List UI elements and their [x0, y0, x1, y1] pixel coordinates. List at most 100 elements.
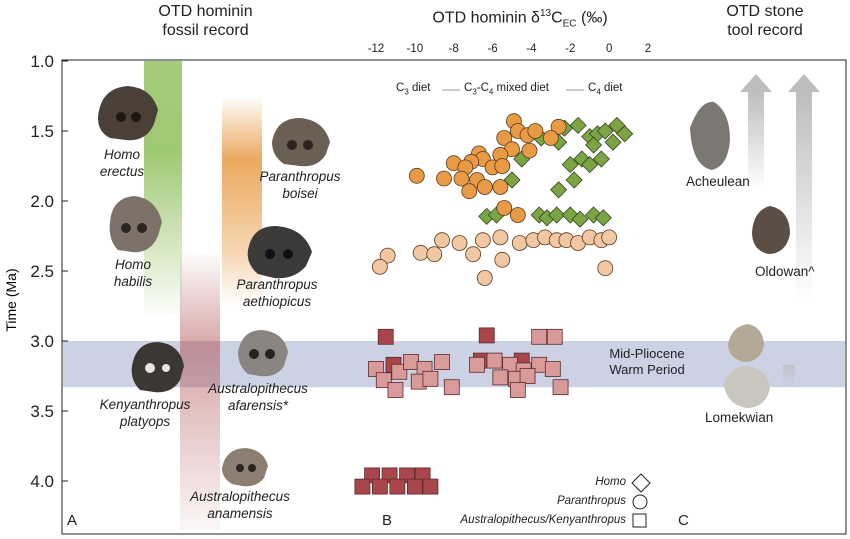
y-tick-label: 1.0 — [30, 52, 54, 71]
taxon-homo-erectus: Homo erectus — [92, 146, 152, 180]
isotope-header-sup: 13 — [539, 8, 552, 19]
x-tick-label: -8 — [449, 43, 459, 55]
x-tick-label: 0 — [606, 43, 612, 55]
point-australopithecus-dark — [478, 327, 495, 344]
y-tick-label: 2.5 — [30, 262, 54, 281]
lomekwian-core-1-icon — [728, 324, 764, 362]
point-australopithecus-light — [519, 368, 536, 384]
isotope-scatter — [354, 113, 634, 495]
point-australopithecus-dark — [389, 478, 406, 495]
taxon-paranthropus-boisei: Paranthropus boisei — [245, 168, 355, 202]
oldowan-arrow-head — [788, 74, 820, 92]
fossil-images — [98, 86, 330, 487]
taxon-range-bars — [144, 61, 262, 530]
warm-period-label-line1: Mid-Pliocene — [609, 346, 685, 361]
y-axis-label: Time (Ma) — [3, 268, 19, 331]
point-australopithecus-light — [387, 382, 404, 398]
point-homo — [561, 156, 579, 174]
point-paranthropus — [453, 170, 470, 187]
diet-mixed-c: C — [464, 82, 473, 94]
taxon-homo-habilis-genus: Homo — [114, 257, 151, 272]
point-australopithecus-light — [509, 382, 526, 398]
point-australopithecus-light — [544, 361, 561, 377]
y-tick-label: 3.5 — [30, 402, 54, 421]
isotope-header-sub: EC — [562, 18, 577, 30]
point-paranthropus — [476, 179, 493, 195]
taxon-homo-habilis-species: habilis — [113, 274, 153, 289]
diet-scale-mixed: C3-C4 mixed diet — [464, 82, 549, 96]
point-australopithecus-light — [486, 352, 503, 369]
point-australopithecus-light — [443, 379, 460, 396]
range-bar-australopithecus — [180, 250, 220, 530]
acheulean-arrow-head — [740, 74, 772, 92]
diet-mixed-sub2: 4 — [488, 87, 494, 97]
taxon-paranthropus-aethiopicus-species: aethiopicus — [242, 294, 312, 309]
diet-mixed-sub1: 3 — [472, 87, 477, 97]
taxon-australopithecus-afarensis-species: afarensis* — [227, 398, 289, 413]
point-homo — [548, 206, 566, 224]
tool-acheulean-label: Acheulean — [686, 174, 750, 189]
point-paranthropus-light — [465, 246, 482, 263]
acheulean-arrow-shaft — [748, 90, 764, 190]
taxon-homo-erectus-genus: Homo — [103, 147, 140, 162]
point-australopithecus-dark — [422, 478, 439, 495]
taxon-australopithecus-anamensis-genus: Australopithecus — [190, 489, 290, 504]
point-paranthropus-light — [494, 251, 511, 268]
point-paranthropus-light — [412, 244, 429, 261]
point-australopithecus-light — [469, 356, 485, 373]
diet-scale-c4: C4 diet — [588, 82, 623, 96]
x-ticks: -12 -10 -8 -6 -4 -2 0 2 — [368, 43, 652, 55]
diet-mixed-tail: mixed diet — [493, 82, 549, 94]
stone-tool-images — [690, 101, 795, 408]
panel-letter-a: A — [67, 512, 78, 529]
point-australopithecus-light — [434, 354, 450, 370]
lomekwian-core-2-icon — [724, 366, 770, 408]
diet-c4-tail: diet — [600, 82, 623, 94]
panel-letter-c: C — [678, 512, 689, 529]
oldowan-arrow-shaft — [796, 90, 812, 300]
point-paranthropus — [496, 130, 513, 146]
fossil-record-header-line2: fossil record — [162, 22, 249, 39]
x-tick-label: -6 — [487, 43, 497, 55]
taxon-homo-erectus-species: erectus — [99, 164, 145, 179]
point-paranthropus — [461, 183, 478, 200]
point-homo — [592, 150, 610, 168]
legend-homo-diamond — [631, 473, 651, 493]
point-homo — [565, 171, 583, 189]
point-australopithecus-light — [375, 372, 392, 389]
paranthropus-boisei-skull-icon — [272, 118, 330, 167]
point-paranthropus-light — [474, 232, 491, 249]
taxon-homo-habilis: Homo habilis — [103, 256, 163, 290]
acheulean-handaxe-icon — [690, 101, 730, 170]
point-paranthropus-light — [434, 232, 450, 249]
point-australopithecus-light — [391, 363, 408, 380]
diet-scale-c3: C3 diet — [396, 82, 431, 96]
taxon-australopithecus-anamensis: Australopithecus anamensis — [178, 488, 302, 522]
warm-period-label: Mid-Pliocene Warm Period — [586, 346, 708, 378]
point-australopithecus-light — [552, 379, 569, 396]
tool-lomekwian-label: Lomekwian — [705, 410, 774, 425]
taxon-paranthropus-aethiopicus: Paranthropus aethiopicus — [222, 276, 332, 310]
oldowan-chopper-icon — [752, 206, 790, 254]
point-paranthropus — [496, 200, 513, 216]
diet-mixed-mid: -C — [476, 82, 489, 94]
diet-c3-tail: diet — [408, 82, 431, 94]
point-homo — [594, 209, 612, 227]
taxon-paranthropus-boisei-species: boisei — [282, 186, 318, 201]
point-paranthropus-light — [492, 229, 509, 246]
point-homo — [604, 133, 622, 151]
point-paranthropus-light — [601, 229, 618, 246]
isotope-header-main: OTD hominin δ — [432, 9, 540, 27]
fossil-record-header: OTD hominin fossil record — [118, 2, 293, 40]
point-paranthropus — [494, 158, 511, 174]
australopithecus-anamensis-skull-icon — [222, 448, 268, 487]
y-tick-label: 3.0 — [30, 332, 54, 351]
taxon-paranthropus-aethiopicus-genus: Paranthropus — [236, 277, 318, 292]
y-tick-label: 4.0 — [30, 472, 54, 491]
legend-paranthropus-circle — [632, 494, 648, 510]
panel-letter-b: B — [382, 512, 393, 529]
x-tick-label: -2 — [565, 43, 575, 55]
point-paranthropus-light — [451, 235, 468, 251]
point-paranthropus — [527, 123, 544, 139]
